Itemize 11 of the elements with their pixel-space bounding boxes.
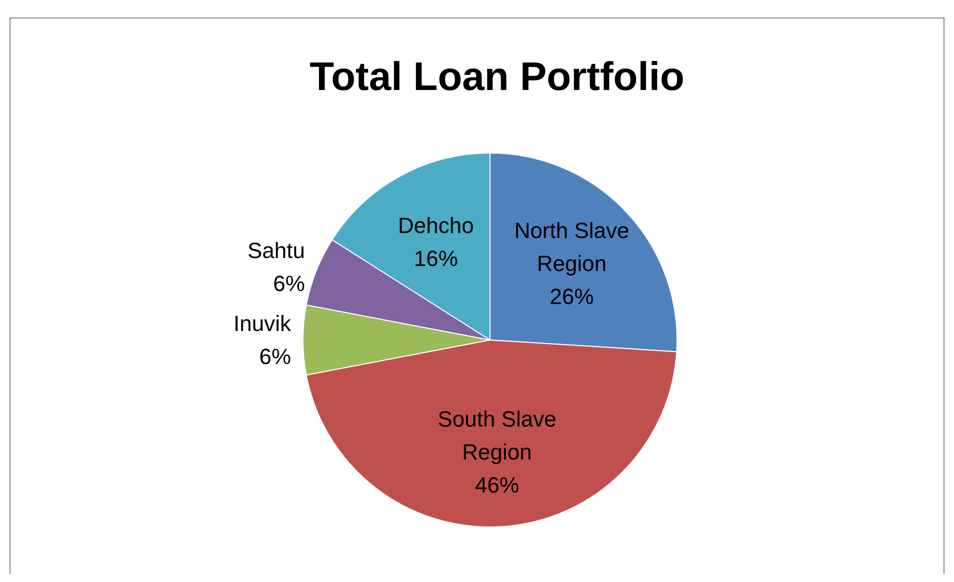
slice-label: South Slave Region [438, 406, 556, 465]
slice-label: Sahtu [247, 238, 305, 263]
data-label: 16% [414, 246, 458, 271]
slice-label: Inuvik [234, 311, 292, 336]
data-label: 6% [259, 344, 291, 370]
chart-title: Total Loan Portfolio [310, 55, 684, 99]
data-label: 6% [273, 270, 305, 296]
data-label: 46% [475, 472, 520, 498]
slice-label: North Slave Region [514, 218, 630, 276]
data-label: 26% [550, 284, 594, 309]
slice-label: Dehcho [398, 212, 474, 238]
